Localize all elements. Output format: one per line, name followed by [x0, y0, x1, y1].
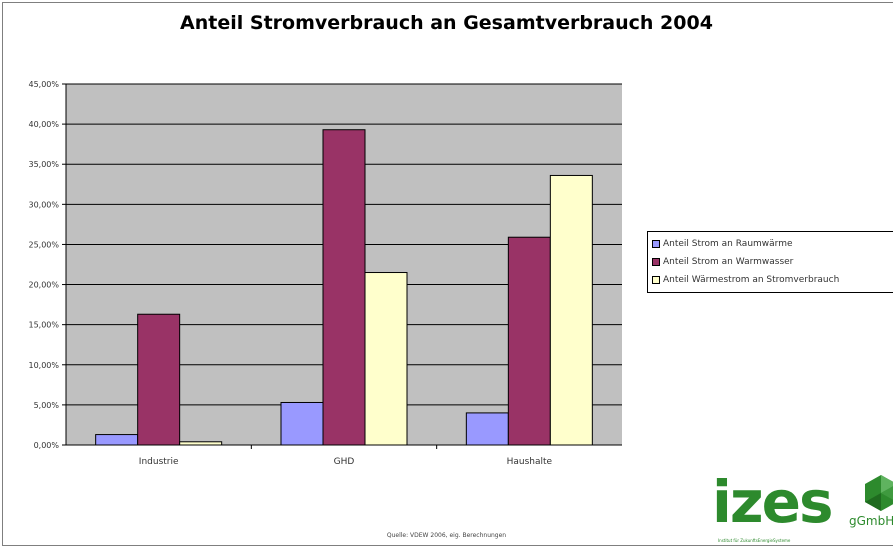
izes-logo: izes gGmbH Institut für ZukunftsEnergieS…: [712, 468, 893, 544]
x-tick-label: GHD: [334, 457, 355, 467]
y-tick-label: 10,00%: [28, 361, 59, 370]
y-tick-label: 30,00%: [28, 200, 59, 209]
y-tick-label: 0,00%: [34, 441, 60, 450]
legend-label: Anteil Wärmestrom an Stromverbrauch: [663, 275, 840, 285]
bar: [549, 174, 593, 446]
legend-item: Anteil Strom an Warmwasser: [652, 253, 893, 271]
logo-suffix: gGmbH: [849, 514, 893, 528]
x-tick-label: Haushalte: [507, 457, 553, 467]
y-tick-label: 35,00%: [28, 160, 59, 169]
y-axis-ticks: 0,00% 5,00% 10,00% 15,00% 20,00% 25,00% 30,00%…: [28, 80, 66, 450]
bar: [465, 412, 509, 446]
y-tick-label: 45,00%: [28, 80, 59, 89]
legend-item: Anteil Wärmestrom an Stromverbrauch: [652, 271, 893, 289]
bar: [137, 313, 181, 446]
bar: [507, 236, 551, 446]
source-note: Quelle: VDEW 2006, eig. Berechnungen: [386, 532, 507, 539]
bar: [364, 272, 408, 446]
legend-label: Anteil Strom an Warmwasser: [663, 257, 794, 267]
bar: [280, 401, 324, 446]
bars: [95, 129, 593, 446]
y-tick-label: 5,00%: [34, 401, 60, 410]
bar: [95, 434, 139, 446]
legend-swatch: [652, 276, 660, 284]
y-tick-label: 25,00%: [28, 240, 59, 249]
y-tick-label: 15,00%: [28, 321, 59, 330]
y-tick-label: 40,00%: [28, 120, 59, 129]
x-tick-label: Industrie: [139, 457, 179, 467]
legend: Anteil Strom an Raumwärme Anteil Strom an…: [647, 231, 893, 293]
legend-swatch: [652, 258, 660, 266]
y-tick-label: 20,00%: [28, 281, 59, 290]
legend-item: Anteil Strom an Raumwärme: [652, 235, 893, 253]
logo-wordmark: izes: [712, 468, 833, 536]
logo-tagline: Institut für ZukunftsEnergieSysteme: [718, 538, 791, 543]
bar: [322, 129, 366, 446]
logo-hexagon-icon: [865, 475, 893, 511]
chart-title: Anteil Stromverbrauch an Gesamtverbrauch…: [180, 12, 713, 34]
legend-label: Anteil Strom an Raumwärme: [663, 239, 793, 249]
legend-swatch: [652, 240, 660, 248]
x-axis-ticks: Industrie GHD Haushalte: [139, 445, 553, 467]
